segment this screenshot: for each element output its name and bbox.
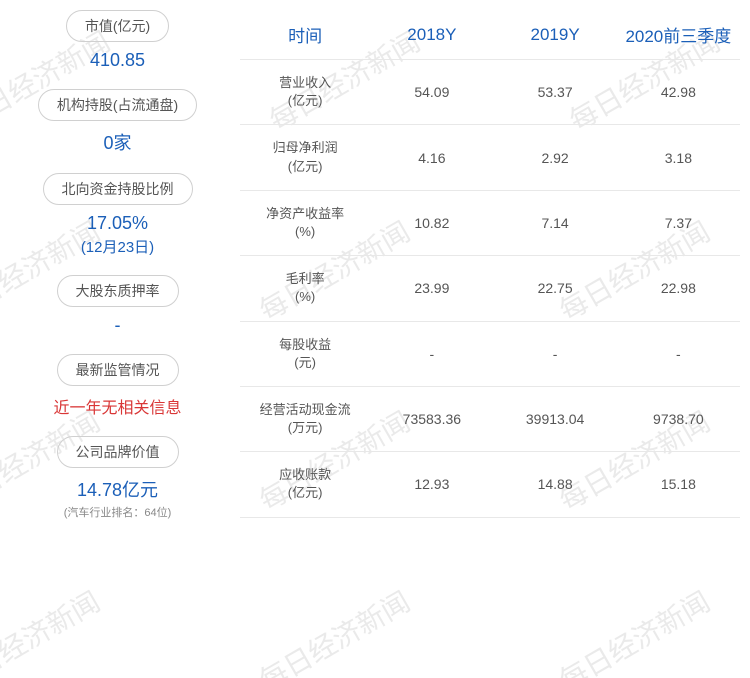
row-unit: (亿元)	[246, 158, 364, 176]
row-label-text: 应收账款	[279, 467, 331, 482]
table-cell: 53.37	[493, 60, 616, 125]
table-cell: -	[617, 321, 740, 386]
row-label: 净资产收益率 (%)	[240, 190, 370, 255]
table-cell: 4.16	[370, 125, 493, 190]
table-cell: 42.98	[617, 60, 740, 125]
row-label-text: 毛利率	[286, 271, 325, 286]
row-unit: (%)	[246, 223, 364, 241]
info-value: 17.05%	[10, 213, 225, 234]
row-label: 毛利率 (%)	[240, 256, 370, 321]
info-value: 近一年无相关信息	[10, 394, 225, 418]
row-label: 归母净利润 (亿元)	[240, 125, 370, 190]
table-row: 每股收益(元)---	[240, 321, 740, 386]
table-header-row: 时间2018Y2019Y2020前三季度	[240, 10, 740, 60]
header-time: 时间	[240, 10, 370, 60]
info-block: 公司品牌价值 14.78亿元 (汽车行业排名：64位)	[10, 436, 225, 520]
info-label-pill: 市值(亿元)	[66, 10, 169, 42]
header-col: 2018Y	[370, 10, 493, 60]
info-label-pill: 最新监管情况	[57, 354, 179, 386]
financial-table: 时间2018Y2019Y2020前三季度 营业收入 (亿元) 54.0953.374…	[240, 10, 740, 518]
row-label-text: 经营活动现金流	[260, 402, 351, 417]
info-label-pill: 大股东质押率	[57, 275, 179, 307]
left-info-panel: 市值(亿元) 410.85 机构持股(占流通盘) 0家北向资金持股比例 17.05%(1…	[10, 10, 240, 538]
info-label-pill: 北向资金持股比例	[43, 173, 193, 205]
row-unit: (亿元)	[246, 484, 364, 502]
row-label: 经营活动现金流 (万元)	[240, 386, 370, 451]
info-block: 北向资金持股比例 17.05%(12月23日)	[10, 173, 225, 257]
table-cell: 3.18	[617, 125, 740, 190]
table-cell: 39913.04	[493, 386, 616, 451]
row-unit: (亿元)	[246, 92, 364, 110]
info-note: (汽车行业排名：64位)	[10, 504, 225, 520]
table-header: 时间2018Y2019Y2020前三季度	[240, 10, 740, 60]
header-col: 2020前三季度	[617, 10, 740, 60]
table-cell: 15.18	[617, 452, 740, 517]
info-value: 410.85	[10, 50, 225, 71]
row-label: 营业收入 (亿元)	[240, 60, 370, 125]
right-table-panel: 时间2018Y2019Y2020前三季度 营业收入 (亿元) 54.0953.374…	[240, 10, 740, 538]
header-col: 2019Y	[493, 10, 616, 60]
row-label-text: 净资产收益率	[266, 206, 344, 221]
info-block: 市值(亿元) 410.85	[10, 10, 225, 71]
table-row: 归母净利润 (亿元) 4.162.923.18	[240, 125, 740, 190]
row-label-text: 归母净利润	[273, 140, 338, 155]
table-row: 应收账款 (亿元) 12.9314.8815.18	[240, 452, 740, 517]
table-cell: -	[493, 321, 616, 386]
table-row: 营业收入 (亿元) 54.0953.3742.98	[240, 60, 740, 125]
info-value: 14.78亿元	[10, 476, 225, 502]
info-sub: (12月23日)	[10, 236, 225, 257]
info-value: 0家	[10, 129, 225, 155]
table-cell: 22.98	[617, 256, 740, 321]
info-label-pill: 公司品牌价值	[57, 436, 179, 468]
table-row: 毛利率 (%) 23.9922.7522.98	[240, 256, 740, 321]
row-label: 每股收益 (元)	[240, 321, 370, 386]
table-cell: -	[370, 321, 493, 386]
table-cell: 22.75	[493, 256, 616, 321]
row-label-text: 每股收益	[279, 337, 331, 352]
main-container: 市值(亿元) 410.85 机构持股(占流通盘) 0家北向资金持股比例 17.05%(1…	[0, 0, 750, 548]
table-cell: 9738.70	[617, 386, 740, 451]
row-unit: (万元)	[246, 419, 364, 437]
table-cell: 14.88	[493, 452, 616, 517]
table-row: 经营活动现金流 (万元) 73583.3639913.049738.70	[240, 386, 740, 451]
info-block: 最新监管情况近一年无相关信息	[10, 354, 225, 418]
table-cell: 7.14	[493, 190, 616, 255]
table-cell: 23.99	[370, 256, 493, 321]
info-block: 机构持股(占流通盘) 0家	[10, 89, 225, 155]
info-label-pill: 机构持股(占流通盘)	[38, 89, 197, 121]
table-row: 净资产收益率 (%) 10.827.147.37	[240, 190, 740, 255]
row-label: 应收账款 (亿元)	[240, 452, 370, 517]
table-cell: 2.92	[493, 125, 616, 190]
row-label-text: 营业收入	[279, 75, 331, 90]
table-cell: 54.09	[370, 60, 493, 125]
table-cell: 7.37	[617, 190, 740, 255]
table-cell: 10.82	[370, 190, 493, 255]
table-body: 营业收入 (亿元) 54.0953.3742.98 归母净利润 (亿元) 4.162.92…	[240, 60, 740, 518]
row-unit: (%)	[246, 288, 364, 306]
info-value: -	[10, 315, 225, 336]
table-cell: 73583.36	[370, 386, 493, 451]
watermark-text: 每日经济新闻	[0, 581, 107, 678]
row-unit: (元)	[246, 354, 364, 372]
watermark-text: 每日经济新闻	[251, 581, 417, 678]
watermark-text: 每日经济新闻	[551, 581, 717, 678]
table-cell: 12.93	[370, 452, 493, 517]
info-block: 大股东质押率 -	[10, 275, 225, 336]
